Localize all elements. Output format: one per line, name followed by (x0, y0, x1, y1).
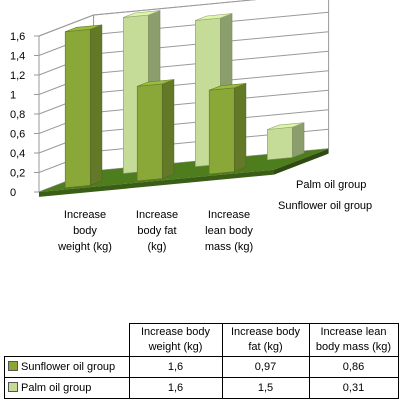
series-depth-labels: Palm oil group Sunflower oil group (278, 179, 372, 212)
x-tick-label: Increase (64, 209, 106, 221)
chart-floor (39, 148, 329, 197)
legend-swatch-sunflower (8, 360, 18, 371)
bar-front-face (267, 126, 293, 161)
x-tick-label: (kg) (148, 241, 167, 253)
y-tick-label: 1,4 (10, 51, 25, 63)
gridline (38, 0, 257, 37)
y-tick-label: 0,6 (10, 129, 25, 141)
table-row: Sunflower oil group 1,6 0,97 0,86 (4, 356, 399, 378)
table-cell: 1,6 (128, 356, 223, 378)
bar-front-face (208, 87, 235, 175)
bar-sunflower-2 (136, 79, 175, 182)
table-row-header: Sunflower oil group (4, 356, 130, 378)
y-tick-label: 1,6 (10, 31, 25, 43)
bar-front-face (136, 83, 163, 182)
table-cell: 1,6 (128, 377, 223, 399)
x-tick-label: body fat (137, 225, 176, 237)
data-table: Increase body weight (kg) Increase body … (4, 323, 399, 399)
depth-label-sunflower: Sunflower oil group (278, 200, 372, 212)
table-header-cell: Increase body weight (kg) (128, 323, 223, 357)
table-cell: 0,97 (221, 356, 310, 378)
bar-top-face (123, 10, 161, 18)
x-tick-label: Increase (208, 209, 250, 221)
series-name: Palm oil group (21, 381, 92, 394)
y-tick-label: 0,4 (10, 148, 25, 160)
x-tick-label: mass (kg) (205, 241, 253, 253)
bars (64, 10, 305, 189)
floor-side (274, 148, 329, 175)
y-tick-label: 0 (10, 187, 16, 199)
bar-side-face (90, 24, 103, 186)
x-tick-label: lean body (205, 225, 253, 237)
y-tick-label: 1,2 (10, 70, 25, 82)
y-tick-label: 0,8 (10, 109, 25, 121)
table-header-cell: Increase lean body mass (kg) (308, 323, 399, 357)
bar-palm-3 (267, 122, 305, 161)
floor-top (39, 148, 329, 192)
table-cell: 1,5 (221, 377, 310, 399)
bar-front-face (64, 28, 91, 189)
depth-label-palm: Palm oil group (296, 179, 366, 191)
table-header-cell: Increase body fat (kg) (221, 323, 310, 357)
y-tick-label: 0,2 (10, 168, 25, 180)
bar-top-face (267, 122, 305, 130)
y-tick-label: 1 (10, 90, 16, 102)
legend-swatch-palm (8, 381, 18, 392)
bar-chart: 0 0,2 0,4 0,6 0,8 1 1,2 1,4 1,6 Increase body weig… (10, 0, 372, 253)
x-tick-label: Increase (136, 209, 178, 221)
table-cell: 0,86 (308, 356, 399, 378)
table-corner (4, 323, 130, 357)
table-row: Palm oil group 1,6 1,5 0,31 (4, 377, 399, 399)
x-tick-label: body (73, 225, 97, 237)
bar-top-face (137, 79, 175, 87)
bar-sunflower-1 (64, 24, 103, 189)
bar-top-face (195, 13, 233, 21)
table-header-row: Increase body weight (kg) Increase body … (4, 323, 399, 357)
series-name: Sunflower oil group (21, 360, 116, 373)
table-cell: 0,31 (308, 377, 399, 399)
table-row-header: Palm oil group (4, 377, 130, 399)
bar-top-face (209, 83, 247, 91)
x-tick-label: weight (kg) (57, 241, 112, 253)
x-axis-labels: Increase body weight (kg) Increase body fat (… (57, 209, 253, 253)
y-axis-ticks: 0 0,2 0,4 0,6 0,8 1 1,2 1,4 1,6 (10, 31, 40, 199)
bar-sunflower-3 (208, 82, 247, 175)
bar-top-face (65, 24, 103, 32)
bar-side-face (162, 79, 175, 179)
bar-side-face (234, 82, 247, 173)
bar-side-face (292, 122, 305, 158)
floor-front (39, 169, 274, 197)
